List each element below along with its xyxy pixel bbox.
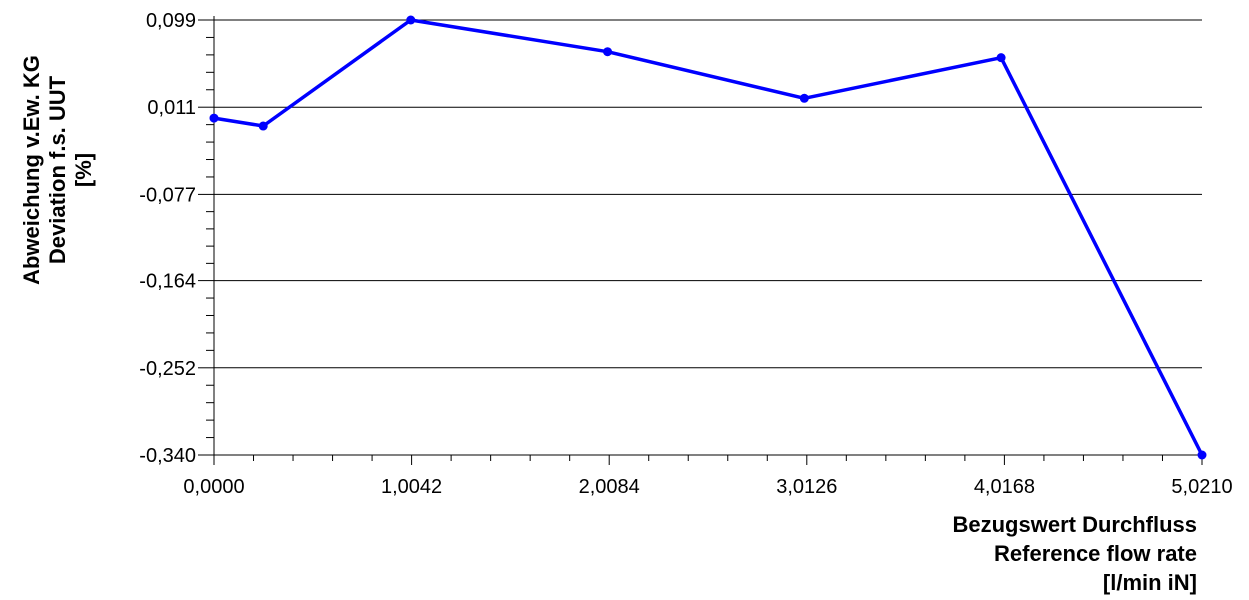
x-tick-label: 1,0042	[381, 476, 442, 498]
y-tick-label: 0,099	[146, 10, 196, 32]
y-axis-label-line-2: Deviation f.s. UUT	[45, 75, 70, 265]
x-axis-label-line-3: [l/min iN]	[1102, 570, 1197, 595]
x-tick-label: 2,0084	[579, 476, 640, 498]
y-tick-label: -0,164	[139, 271, 196, 293]
x-tick-label: 4,0168	[974, 476, 1035, 498]
y-axis-label-line-1: Abweichung v.Ew. KG	[19, 55, 44, 285]
data-point	[406, 15, 416, 25]
data-point	[1197, 450, 1207, 460]
axes	[198, 16, 1203, 465]
series-group	[209, 15, 1207, 460]
grid-lines	[214, 19, 1202, 369]
data-point	[209, 113, 219, 123]
minor-ticks	[206, 36, 1163, 461]
x-tick-label: 0,0000	[183, 476, 244, 498]
y-tick-label: -0,077	[139, 184, 196, 206]
y-axis-label-line-3: [%]	[71, 152, 96, 188]
data-point	[603, 47, 613, 57]
x-axis-label-line-1: Bezugswert Durchfluss	[952, 512, 1198, 537]
y-tick-label: -0,252	[139, 358, 196, 380]
data-point	[799, 93, 809, 103]
y-axis-label-wrap: Abweichung v.Ew. KG Deviation f.s. UUT […	[8, 20, 108, 320]
x-tick-labels: 0,0000 1,0042 2,0084 3,0126 4,0168 5,0210	[183, 476, 1232, 498]
x-axis-label-line-2: Reference flow rate	[994, 541, 1197, 566]
y-tick-label: -0,340	[139, 445, 196, 467]
x-tick-label: 3,0126	[776, 476, 837, 498]
y-tick-labels: 0,099 0,011 -0,077 -0,164 -0,252 -0,340	[139, 10, 196, 467]
y-tick-label: 0,011	[147, 97, 196, 119]
data-point	[258, 121, 268, 131]
data-point	[996, 53, 1006, 63]
x-tick-label: 5,0210	[1171, 476, 1232, 498]
y-axis-label: Abweichung v.Ew. KG Deviation f.s. UUT […	[19, 55, 97, 285]
x-axis-label: Bezugswert Durchfluss Reference flow rat…	[953, 510, 1198, 597]
series-line	[213, 18, 1204, 456]
